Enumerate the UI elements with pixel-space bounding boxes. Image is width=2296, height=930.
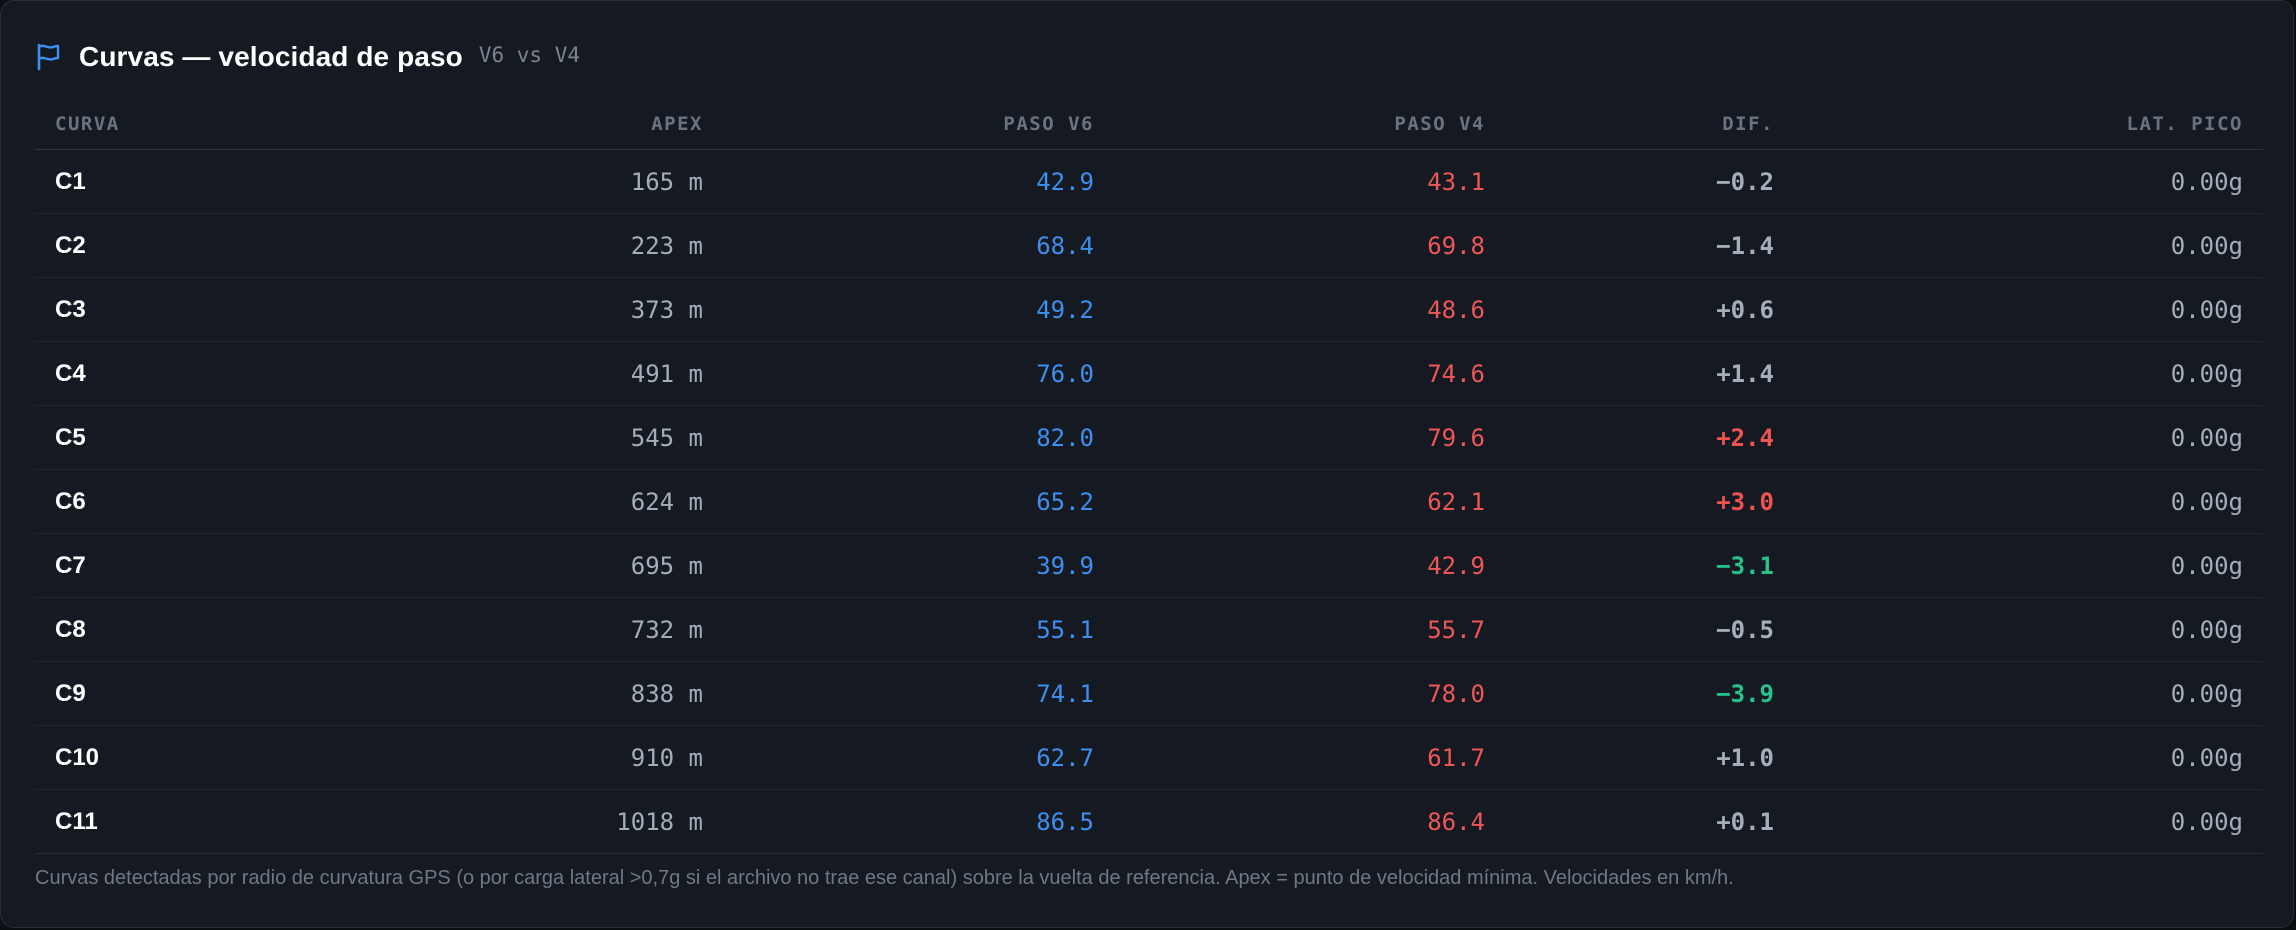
apex-distance: 165 m (215, 149, 723, 214)
footnote: Curvas detectadas por radio de curvatura… (35, 867, 1734, 889)
column-header-apex: APEX (215, 99, 723, 150)
speed-difference: +2.4 (1505, 405, 1794, 470)
speed-v4: 48.6 (1114, 277, 1505, 342)
table-body: C1 165 m 42.9 43.1 −0.2 0.00g C2 223 m 68.4 69.8−… (35, 149, 2263, 854)
speed-difference: +0.6 (1505, 277, 1794, 342)
speed-v6: 65.2 (723, 469, 1114, 534)
speed-v6: 62.7 (723, 725, 1114, 790)
apex-distance: 695 m (215, 533, 723, 598)
panel-subtitle: V6 vs V4 (478, 43, 580, 67)
speed-v6: 86.5 (723, 789, 1114, 854)
apex-distance: 491 m (215, 341, 723, 406)
speed-v6: 39.9 (723, 533, 1114, 598)
speed-difference: +1.4 (1505, 341, 1794, 406)
apex-distance: 545 m (215, 405, 723, 470)
table-row: C4 491 m 76.0 74.6 +1.4 0.00g (35, 341, 2263, 406)
speed-v4: 79.6 (1114, 405, 1505, 470)
table-row: C8 732 m 55.1 55.7 −0.5 0.00g (35, 597, 2263, 662)
speed-v6: 49.2 (723, 277, 1114, 342)
curve-name: C5 (35, 405, 215, 470)
panel-header: Curvas — velocidad de paso V6 vs V4 (35, 39, 580, 75)
speed-v6: 42.9 (723, 149, 1114, 214)
apex-distance: 910 m (215, 725, 723, 790)
speed-v6: 82.0 (723, 405, 1114, 470)
lateral-peak: 0.00g (1794, 277, 2263, 342)
curves-table: CURVA APEX PASO V6 PASO V4 DIF. LAT. PIC… (35, 99, 2263, 854)
table-row: C3 373 m 49.2 48.6 +0.6 0.00g (35, 277, 2263, 342)
speed-v4: 61.7 (1114, 725, 1505, 790)
lateral-peak: 0.00g (1794, 149, 2263, 214)
speed-difference: +3.0 (1505, 469, 1794, 534)
apex-distance: 223 m (215, 213, 723, 278)
speed-v6: 68.4 (723, 213, 1114, 278)
curve-name: C8 (35, 597, 215, 662)
curve-name: C11 (35, 789, 215, 854)
speed-difference: −0.2 (1505, 149, 1794, 214)
speed-difference: +1.0 (1505, 725, 1794, 790)
speed-difference: −3.1 (1505, 533, 1794, 598)
speed-v4: 86.4 (1114, 789, 1505, 854)
speed-v4: 42.9 (1114, 533, 1505, 598)
apex-distance: 1018 m (215, 789, 723, 854)
speed-v6: 74.1 (723, 661, 1114, 726)
column-header-paso-v6: PASO V6 (723, 99, 1114, 150)
apex-distance: 838 m (215, 661, 723, 726)
table-header-row: CURVA APEX PASO V6 PASO V4 DIF. LAT. PIC… (35, 99, 2263, 150)
curve-name: C3 (35, 277, 215, 342)
speed-v6: 55.1 (723, 597, 1114, 662)
table-row: C7 695 m 39.9 42.9 −3.1 0.00g (35, 533, 2263, 598)
table-row: C9 838 m 74.1 78.0 −3.9 0.00g (35, 661, 2263, 726)
speed-v6: 76.0 (723, 341, 1114, 406)
lateral-peak: 0.00g (1794, 661, 2263, 726)
curve-name: C6 (35, 469, 215, 534)
lateral-peak: 0.00g (1794, 213, 2263, 278)
table-row: C6 624 m 65.2 62.1 +3.0 0.00g (35, 469, 2263, 534)
speed-difference: −3.9 (1505, 661, 1794, 726)
speed-v4: 55.7 (1114, 597, 1505, 662)
speed-difference: −1.4 (1505, 213, 1794, 278)
table-row: C2 223 m 68.4 69.8 −1.4 0.00g (35, 213, 2263, 278)
speed-v4: 62.1 (1114, 469, 1505, 534)
curve-name: C1 (35, 149, 215, 214)
speed-v4: 78.0 (1114, 661, 1505, 726)
table-row: C5 545 m 82.0 79.6 +2.4 0.00g (35, 405, 2263, 470)
lateral-peak: 0.00g (1794, 725, 2263, 790)
curve-name: C10 (35, 725, 215, 790)
panel-title: Curvas — velocidad de paso (79, 41, 463, 72)
flag-icon (35, 43, 61, 71)
speed-v4: 43.1 (1114, 149, 1505, 214)
table-row: C11 1018 m 86.5 86.4 +0.1 0.00g (35, 789, 2263, 854)
curve-name: C7 (35, 533, 215, 598)
lateral-peak: 0.00g (1794, 789, 2263, 854)
speed-v4: 74.6 (1114, 341, 1505, 406)
apex-distance: 732 m (215, 597, 723, 662)
lateral-peak: 0.00g (1794, 341, 2263, 406)
apex-distance: 624 m (215, 469, 723, 534)
table-row: C1 165 m 42.9 43.1 −0.2 0.00g (35, 149, 2263, 214)
lateral-peak: 0.00g (1794, 597, 2263, 662)
speed-v4: 69.8 (1114, 213, 1505, 278)
apex-distance: 373 m (215, 277, 723, 342)
lateral-peak: 0.00g (1794, 533, 2263, 598)
column-header-lat-peak: LAT. PICO (1794, 99, 2263, 150)
column-header-paso-v4: PASO V4 (1114, 99, 1505, 150)
curve-name: C9 (35, 661, 215, 726)
lateral-peak: 0.00g (1794, 405, 2263, 470)
curve-name: C4 (35, 341, 215, 406)
speed-difference: −0.5 (1505, 597, 1794, 662)
column-header-curve: CURVA (35, 99, 215, 150)
speed-difference: +0.1 (1505, 789, 1794, 854)
lateral-peak: 0.00g (1794, 469, 2263, 534)
curve-name: C2 (35, 213, 215, 278)
column-header-diff: DIF. (1505, 99, 1794, 150)
table-row: C10 910 m 62.7 61.7 +1.0 0.00g (35, 725, 2263, 790)
